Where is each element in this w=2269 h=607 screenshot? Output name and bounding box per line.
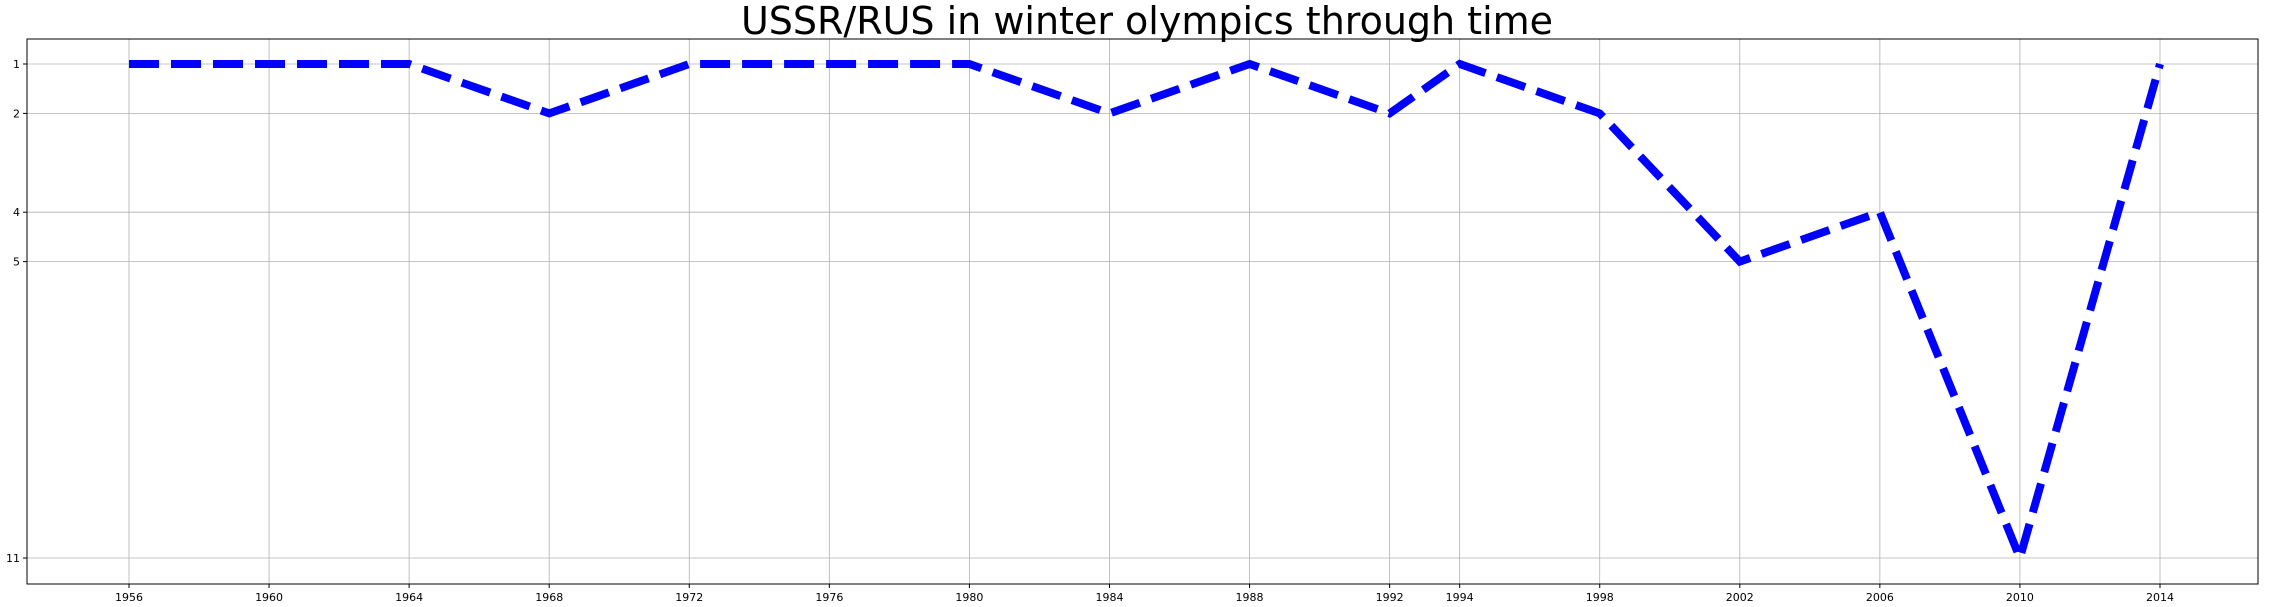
- x-tick-label: 1964: [395, 591, 423, 604]
- x-tick-label: 1988: [1236, 591, 1264, 604]
- x-tick-label: 1992: [1376, 591, 1404, 604]
- data-point: [1246, 60, 1254, 68]
- x-tick-label: 2014: [2146, 591, 2174, 604]
- x-axis: 1956 1960 1964 1968 1972 1976 1980 1984 1988 1992…: [115, 584, 2174, 604]
- data-point: [2016, 554, 2024, 562]
- chart-title: USSR/RUS in winter olympics through time: [741, 0, 1553, 43]
- x-tick-label: 1980: [955, 591, 983, 604]
- y-tick-label: 1: [13, 58, 20, 71]
- x-tick-label: 1968: [535, 591, 563, 604]
- x-tick-label: 2010: [2006, 591, 2034, 604]
- x-tick-label: 1976: [815, 591, 843, 604]
- x-tick-label: 1998: [1586, 591, 1614, 604]
- series: [125, 59, 2164, 571]
- x-tick-label: 1984: [1095, 591, 1123, 604]
- data-point: [405, 60, 413, 68]
- data-point: [265, 60, 273, 68]
- data-point: [2156, 60, 2164, 68]
- x-tick-label: 1972: [675, 591, 703, 604]
- data-point: [125, 60, 133, 68]
- x-tick-label: 2002: [1726, 591, 1754, 604]
- y-tick-label: 4: [13, 206, 20, 219]
- y-axis: 1 2 4 5 11: [6, 58, 27, 565]
- data-point: [1876, 208, 1884, 216]
- x-tick-label: 1994: [1446, 591, 1474, 604]
- data-point: [1736, 258, 1744, 266]
- data-point: [1386, 109, 1394, 117]
- grid: [27, 39, 2258, 584]
- x-tick-label: 1960: [255, 591, 283, 604]
- series-line-ranking: [129, 59, 2164, 571]
- y-tick-label: 2: [13, 107, 20, 120]
- data-point: [1596, 109, 1604, 117]
- data-point: [685, 60, 693, 68]
- plot-frame: [26, 38, 2259, 585]
- y-tick-label: 11: [6, 552, 20, 565]
- data-point: [825, 60, 833, 68]
- data-point: [1105, 109, 1113, 117]
- x-tick-label: 1956: [115, 591, 143, 604]
- data-point: [1456, 60, 1464, 68]
- y-tick-label: 5: [13, 256, 20, 269]
- data-point: [545, 109, 553, 117]
- data-point: [965, 60, 973, 68]
- x-tick-label: 2006: [1866, 591, 1894, 604]
